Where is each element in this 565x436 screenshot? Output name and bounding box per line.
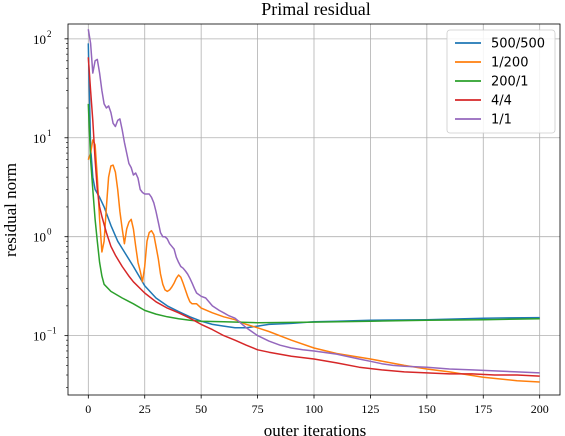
- x-tick-label: 0: [85, 402, 91, 416]
- legend-label: 1/1: [491, 113, 512, 128]
- x-tick-label: 25: [139, 402, 151, 416]
- series-line-1-1: [87, 29, 540, 374]
- legend: 500/500 1/200 200/1 4/4 1/1: [446, 29, 556, 134]
- series-line-4-4: [87, 57, 540, 377]
- series-line-1-200: [87, 139, 540, 383]
- x-tick-label: 100: [305, 402, 323, 416]
- chart-title: Primal residual: [261, 0, 370, 19]
- x-tick-label: 50: [195, 402, 207, 416]
- y-tick-exponent: 0: [47, 227, 52, 237]
- y-axis-label: residual norm: [1, 163, 20, 257]
- x-tick-label: 125: [361, 402, 379, 416]
- y-tick-exponent: −1: [47, 326, 57, 336]
- x-axis: 0 25 50 75 100 125 150 175 200: [85, 395, 549, 416]
- series-line-200-1: [87, 103, 540, 324]
- series-layer: [87, 29, 540, 383]
- y-tick-label: 10: [33, 131, 46, 146]
- x-tick-label: 200: [531, 402, 549, 416]
- y-tick-label: 10: [33, 329, 46, 344]
- x-tick-label: 175: [474, 402, 492, 416]
- legend-box: [446, 29, 556, 134]
- legend-label: 500/500: [491, 37, 545, 52]
- legend-label: 1/200: [491, 56, 528, 71]
- y-tick-exponent: 2: [47, 29, 52, 39]
- y-tick-exponent: 1: [47, 128, 52, 138]
- y-tick-label: 10: [33, 32, 46, 47]
- x-axis-label: outer iterations: [264, 421, 366, 436]
- y-tick-label: 10: [33, 230, 46, 245]
- legend-label: 4/4: [491, 94, 512, 109]
- x-tick-label: 150: [418, 402, 436, 416]
- legend-label: 200/1: [491, 75, 528, 90]
- x-tick-label: 75: [252, 402, 264, 416]
